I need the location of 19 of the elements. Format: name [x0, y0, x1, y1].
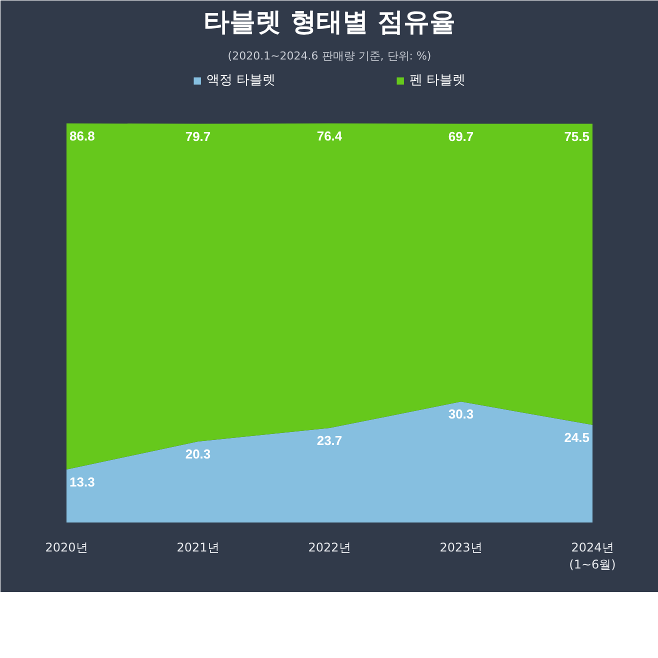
data-label: 24.5	[564, 430, 590, 445]
x-tick-label: 2020년	[45, 540, 88, 554]
text: (2020.1~2024.6 판매량 기준, 단위: %)	[228, 50, 432, 62]
x-tick-label: 2024년 (1~6월)	[569, 540, 616, 572]
data-label: 20.3	[185, 446, 211, 462]
chart-title: 타블렛 형태별 점유율	[203, 8, 456, 38]
x-tick-label: 2021년	[176, 540, 220, 554]
data-label: 75.5	[564, 128, 590, 144]
data-label: 79.7	[185, 128, 211, 144]
data-label: 23.7	[316, 433, 342, 448]
data-label: 76.4	[316, 128, 343, 144]
x-tick-label: 2023년	[440, 540, 482, 554]
x-tick-label: 2022년	[308, 540, 351, 554]
legend-label: 액정 타블렛	[206, 72, 276, 89]
legend-label: 펜 타블렛	[410, 72, 466, 89]
data-label: 13.3	[70, 474, 95, 490]
data-label: 30.3	[448, 406, 474, 422]
data-label: 86.8	[70, 128, 95, 144]
data-label: 69.7	[448, 128, 474, 144]
